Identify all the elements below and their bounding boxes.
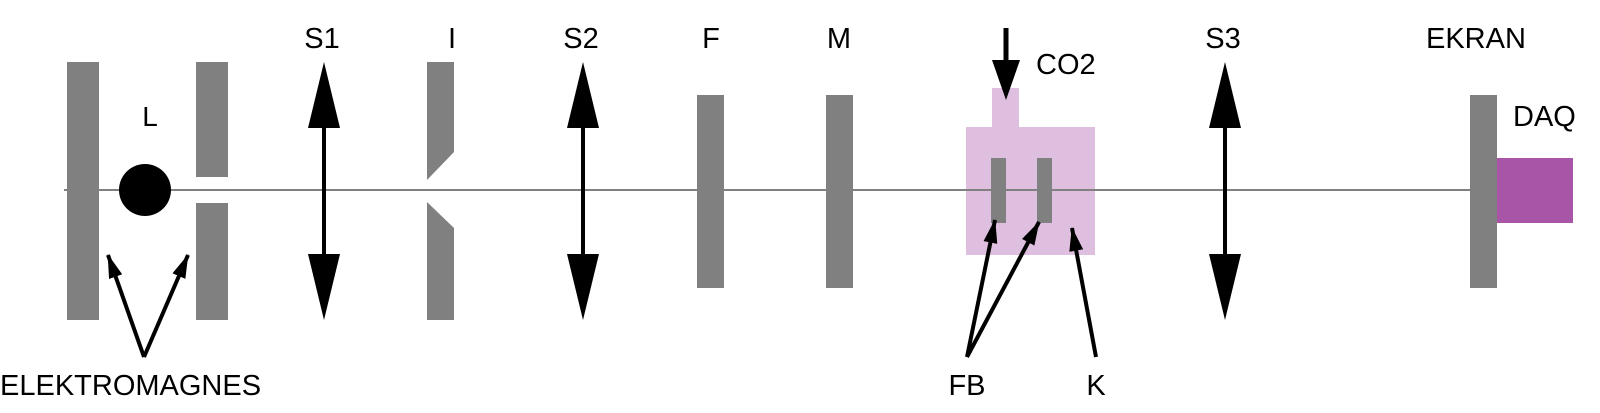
- lens-s3-arrowhead-bottom: [1209, 254, 1241, 320]
- iris-upper-blade: [427, 62, 454, 180]
- lens-s2-label: S2: [563, 23, 598, 55]
- laser-source: [119, 164, 171, 216]
- electromagnet-pointer-right: [142, 254, 190, 358]
- lens-s1-arrowhead-top: [308, 62, 340, 128]
- lens-s3-arrowhead-top: [1209, 62, 1241, 128]
- filter-label: F: [702, 23, 720, 55]
- mirror-label: M: [827, 23, 851, 55]
- fb-plate-1: [991, 158, 1006, 223]
- lens-s3: [1209, 62, 1241, 320]
- lens-s1-arrowhead-bottom: [308, 254, 340, 320]
- fb-pointer-1: [965, 219, 998, 358]
- mirror: [826, 95, 853, 288]
- co2-label: CO2: [1036, 49, 1096, 81]
- screen-label: EKRAN: [1426, 23, 1526, 55]
- electromagnet-plate-right-lower: [196, 203, 228, 320]
- iris-lower-blade: [427, 202, 454, 320]
- electromagnet-plate-right-upper: [196, 62, 228, 177]
- k-pointer: [1069, 227, 1098, 358]
- lens-s3-label: S3: [1205, 23, 1240, 55]
- daq-label: DAQ: [1513, 101, 1576, 133]
- k-label: K: [1086, 370, 1106, 402]
- electromagnet-label: ELEKTROMAGNES: [0, 370, 261, 402]
- daq-box: [1497, 158, 1573, 223]
- iris-label: I: [448, 23, 456, 55]
- electromagnet-pointer-left: [106, 254, 146, 358]
- filter: [697, 95, 724, 288]
- co2-inlet-arrowhead: [992, 60, 1020, 100]
- electromagnet-plate-left: [67, 62, 99, 320]
- lens-s1: [308, 62, 340, 320]
- fb-label: FB: [948, 370, 985, 402]
- lens-s2-arrowhead-bottom: [567, 254, 599, 320]
- lens-s1-label: S1: [304, 23, 339, 55]
- lens-s2-arrowhead-top: [567, 62, 599, 128]
- lens-s2: [567, 62, 599, 320]
- fb-plate-2: [1037, 158, 1052, 223]
- fb-pointer-2: [965, 221, 1041, 358]
- co2-chamber: [966, 88, 1095, 255]
- laser-label: L: [142, 101, 158, 132]
- screen: [1470, 95, 1497, 288]
